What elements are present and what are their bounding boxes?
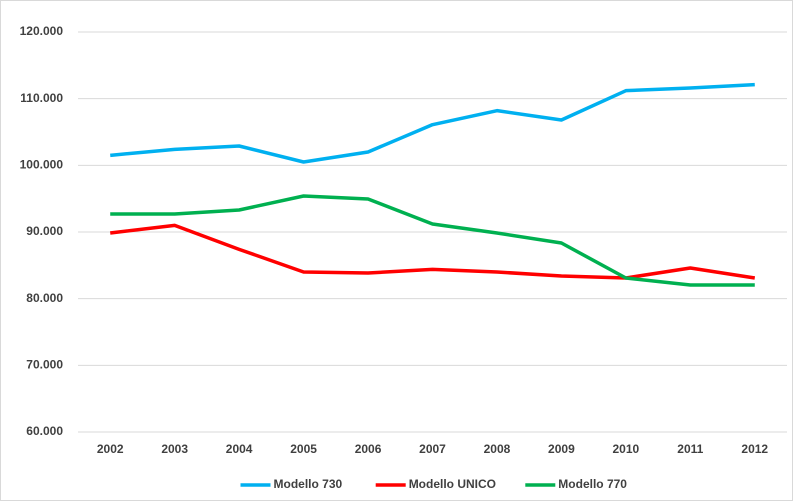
y-tick-label: 100.000 <box>20 158 64 172</box>
x-tick-label: 2012 <box>741 442 768 456</box>
x-tick-label: 2009 <box>548 442 575 456</box>
x-tick-label: 2007 <box>419 442 446 456</box>
series-line <box>110 194 755 287</box>
x-tick-label: 2005 <box>290 442 317 456</box>
x-tick-label: 2011 <box>677 442 703 456</box>
series-line <box>110 82 755 164</box>
y-tick-label: 80.000 <box>26 291 63 305</box>
x-tick-label: 2004 <box>226 442 253 456</box>
y-tick-label: 110.000 <box>20 91 63 105</box>
x-tick-label: 2003 <box>161 442 188 456</box>
x-tick-label: 2002 <box>97 442 124 456</box>
x-tick-label: 2006 <box>355 442 382 456</box>
legend-label: Modello UNICO <box>409 477 496 491</box>
legend-label: Modello 770 <box>558 477 627 491</box>
series-line <box>110 223 756 280</box>
y-tick-label: 120.000 <box>20 24 64 38</box>
x-tick-label: 2008 <box>484 442 511 456</box>
x-tick-label: 2010 <box>613 442 640 456</box>
legend-label: Modello 730 <box>274 477 343 491</box>
y-tick-label: 70.000 <box>26 358 63 372</box>
y-tick-label: 60.000 <box>26 424 63 438</box>
y-tick-label: 90.000 <box>26 224 63 238</box>
